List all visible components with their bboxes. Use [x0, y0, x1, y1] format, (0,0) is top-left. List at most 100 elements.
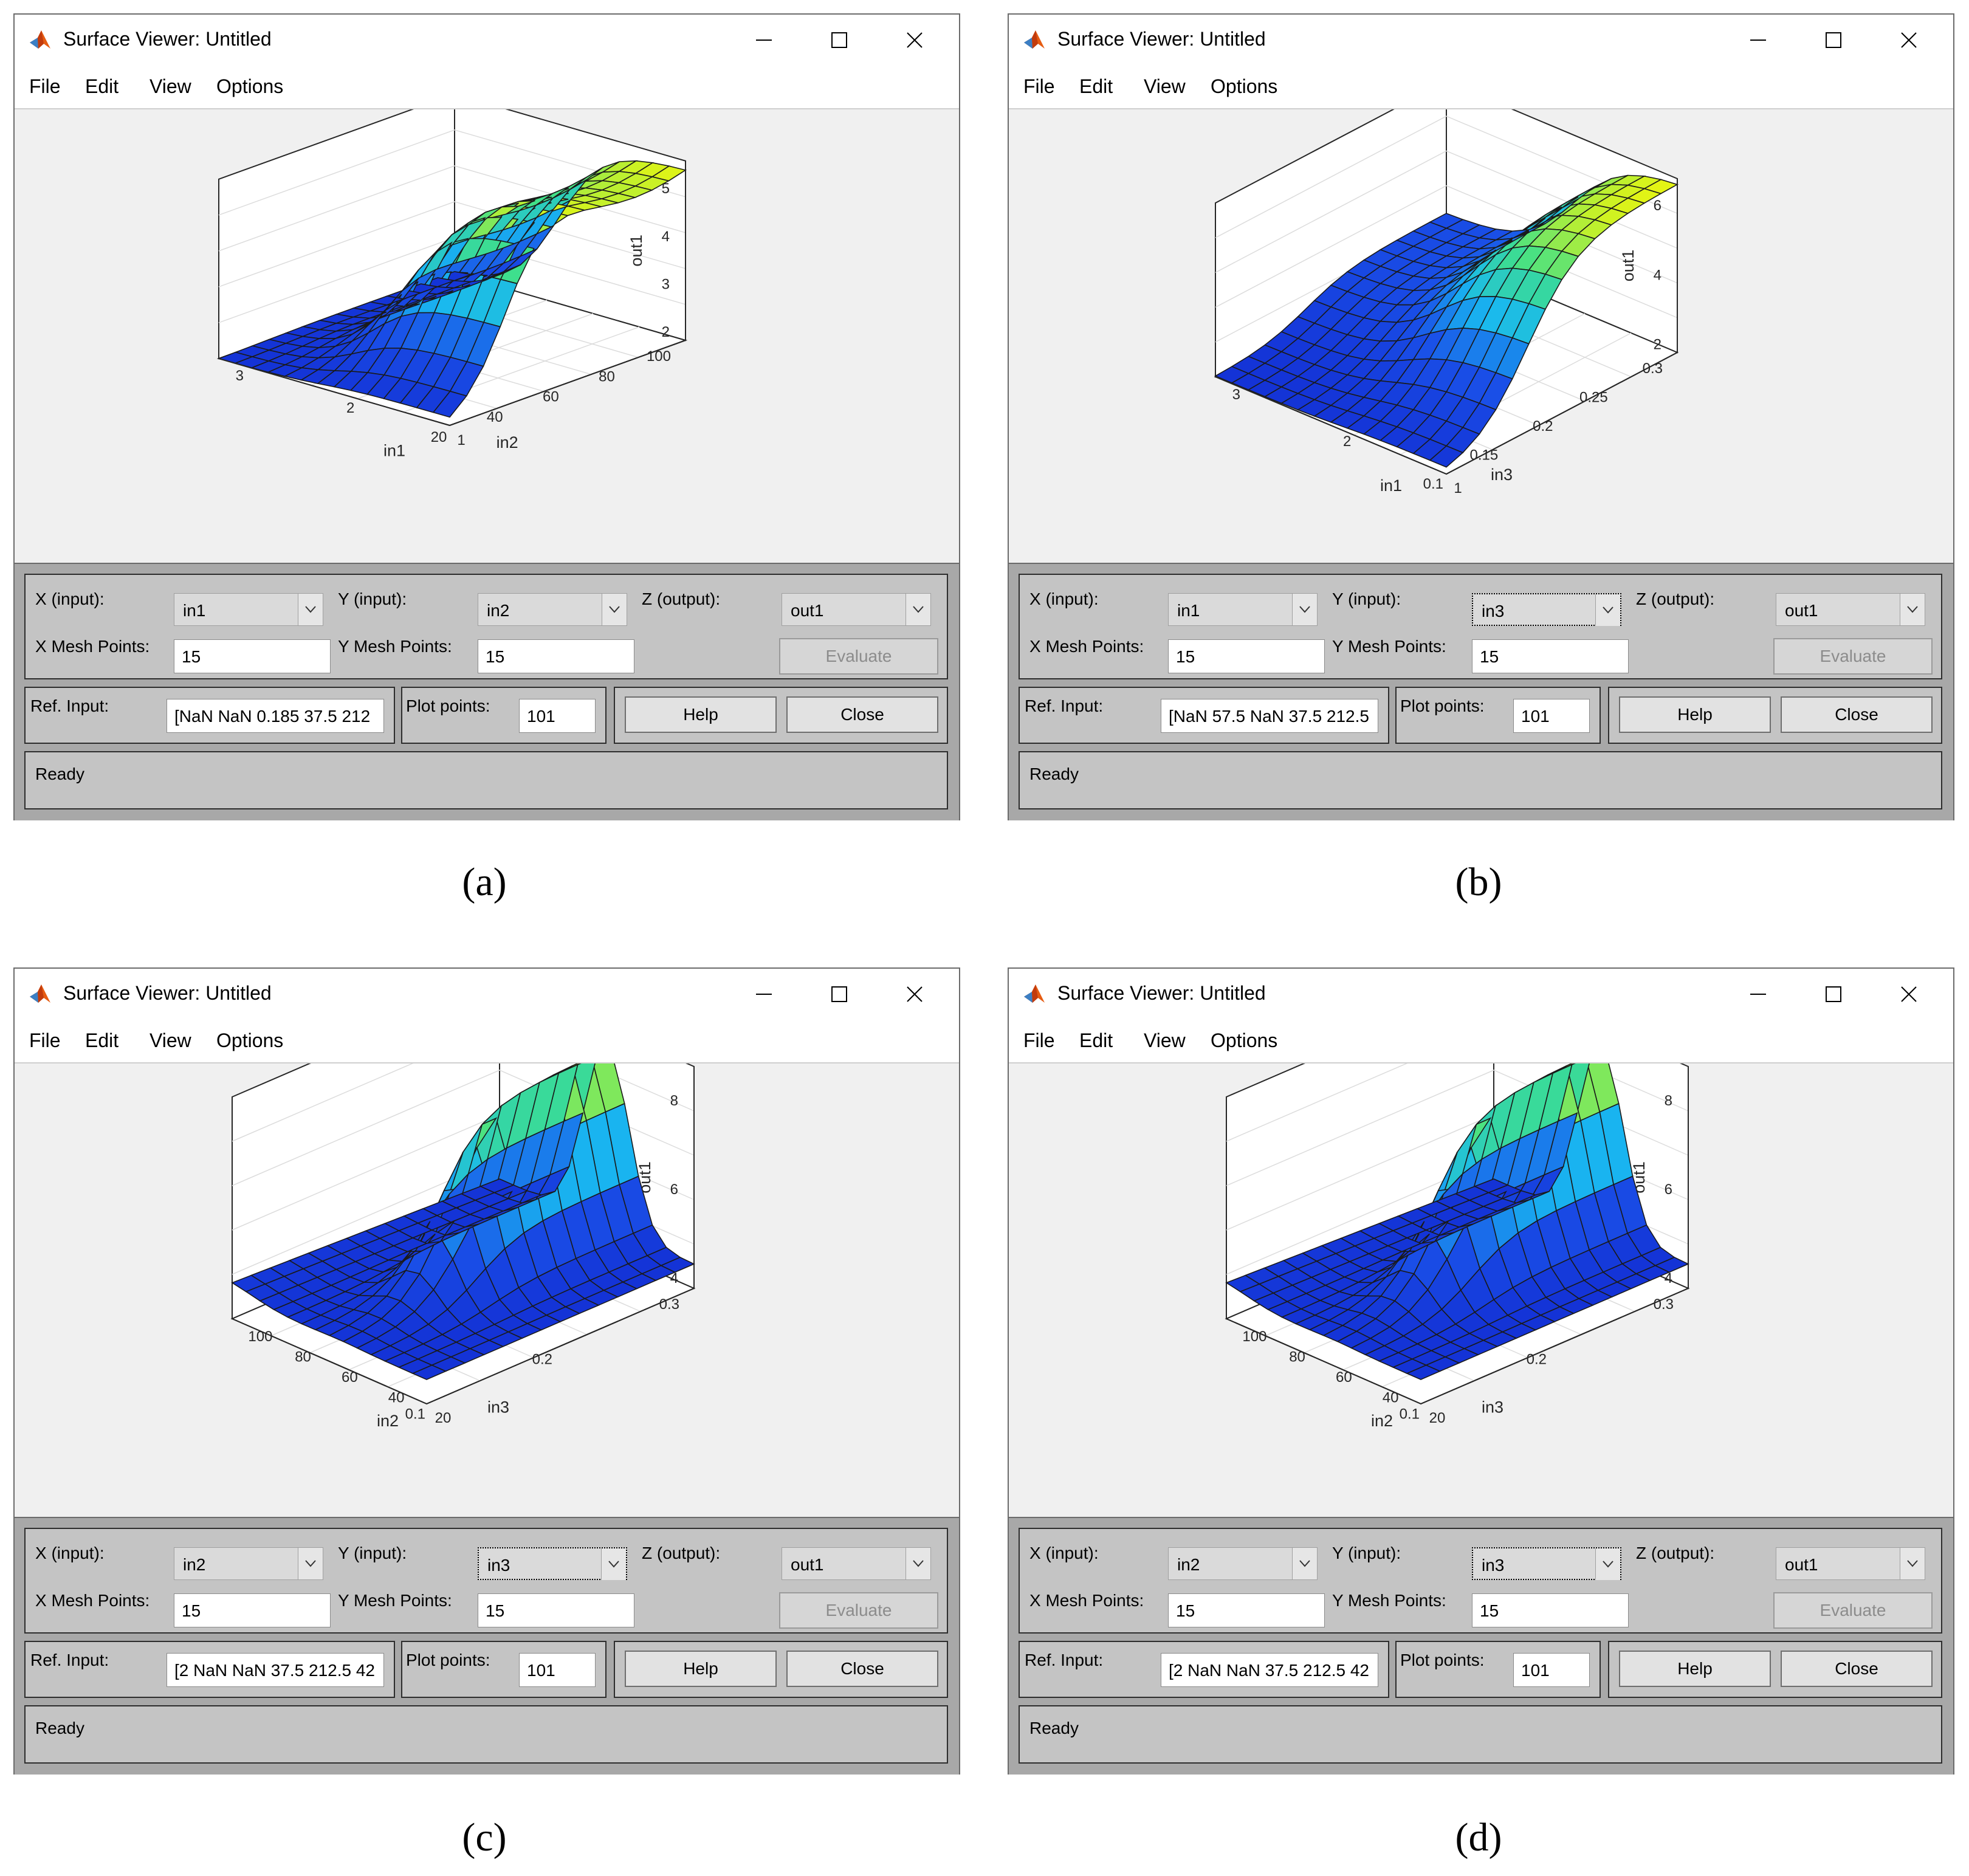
evaluate-button[interactable]: Evaluate	[779, 1592, 938, 1629]
y-mesh-points-label: Y Mesh Points:	[1332, 1591, 1446, 1610]
chevron-down-icon	[1900, 1548, 1925, 1579]
status-text: Ready	[1029, 1719, 1079, 1737]
x-input-dropdown[interactable]: in2	[1168, 1547, 1318, 1580]
help-button[interactable]: Help	[625, 1651, 777, 1687]
plot-points-field[interactable]: 101	[519, 1653, 596, 1687]
y-mesh-points-field[interactable]: 15	[1472, 1593, 1629, 1627]
minimize-button[interactable]	[746, 977, 782, 1011]
surface-plot[interactable]: 2 3 4 5 100 80 60 40 20 1 2 3 out1 in2 in1	[15, 109, 959, 563]
evaluate-button[interactable]: Evaluate	[1773, 638, 1933, 675]
title-bar[interactable]: Surface Viewer: Untitled	[15, 969, 959, 1020]
y-input-dropdown[interactable]: in3	[478, 1547, 627, 1580]
title-bar[interactable]: Surface Viewer: Untitled	[1009, 15, 1953, 66]
y-tick-label: 0.3	[659, 1296, 679, 1313]
surface-plot-area[interactable]: 4 6 8 0.3 0.2 0.1 20 40 60 80 100 out1 in3 in2	[15, 1063, 959, 1517]
help-button[interactable]: Help	[1619, 1651, 1771, 1687]
z-output-dropdown[interactable]: out1	[782, 593, 931, 626]
ref-input-field[interactable]: [NaN NaN 0.185 37.5 212	[167, 699, 384, 733]
x-mesh-points-field[interactable]: 15	[1168, 639, 1325, 673]
menu-file[interactable]: File	[29, 1029, 61, 1051]
menu-edit[interactable]: Edit	[85, 1029, 119, 1051]
help-button[interactable]: Help	[625, 696, 777, 733]
y-axis-label: in3	[1491, 466, 1513, 484]
surface-plot[interactable]: 2 4 6 0.3 0.25 0.2 0.15 0.1 1 2 3 out1 in3 in1	[1009, 109, 1953, 563]
minimize-button[interactable]	[746, 23, 782, 57]
help-button[interactable]: Help	[1619, 696, 1771, 733]
y-input-value: in3	[1482, 1556, 1505, 1575]
ref-input-field[interactable]: [NaN 57.5 NaN 37.5 212.5	[1161, 699, 1378, 733]
x-input-dropdown[interactable]: in2	[174, 1547, 323, 1580]
title-bar[interactable]: Surface Viewer: Untitled	[1009, 969, 1953, 1020]
close-button[interactable]: Close	[1781, 696, 1933, 733]
close-window-button[interactable]	[1891, 23, 1926, 57]
evaluate-button[interactable]: Evaluate	[1773, 1592, 1933, 1629]
menu-options[interactable]: Options	[1211, 75, 1278, 97]
minimize-button[interactable]	[1740, 977, 1776, 1011]
matlab-logo-icon	[1022, 982, 1046, 1006]
y-mesh-points-field[interactable]: 15	[478, 639, 634, 673]
maximize-button[interactable]	[822, 23, 857, 57]
z-output-dropdown[interactable]: out1	[1776, 1547, 1925, 1580]
x-input-dropdown[interactable]: in1	[1168, 593, 1318, 626]
z-gridline	[1215, 185, 1678, 308]
x-mesh-points-value: 15	[182, 1601, 201, 1620]
x-mesh-points-field[interactable]: 15	[174, 1593, 331, 1627]
menu-options[interactable]: Options	[216, 1029, 284, 1051]
ref-input-label: Ref. Input:	[1025, 696, 1104, 715]
z-output-label: Z (output):	[1636, 1544, 1715, 1562]
y-mesh-points-field[interactable]: 15	[1472, 639, 1629, 673]
close-button[interactable]: Close	[786, 1651, 938, 1687]
surface-plot-area[interactable]: 2 4 6 0.3 0.25 0.2 0.15 0.1 1 2 3 out1 in3 in1	[1009, 109, 1953, 563]
close-button[interactable]: Close	[786, 696, 938, 733]
x-mesh-points-field[interactable]: 15	[1168, 1593, 1325, 1627]
x-input-dropdown[interactable]: in1	[174, 593, 323, 626]
surface-mesh	[217, 160, 687, 418]
menu-bar: File Edit View Options	[15, 1020, 959, 1063]
z-output-label: Z (output):	[642, 589, 721, 608]
y-input-dropdown[interactable]: in3	[1472, 1547, 1621, 1580]
z-tick-label: 4	[670, 1270, 678, 1287]
evaluate-button[interactable]: Evaluate	[779, 638, 938, 675]
z-output-dropdown[interactable]: out1	[782, 1547, 931, 1580]
x-axis-line	[218, 358, 450, 426]
plot-points-field[interactable]: 101	[519, 699, 596, 733]
close-window-button[interactable]	[1891, 977, 1926, 1011]
plot-points-label: Plot points:	[1400, 1651, 1485, 1669]
menu-edit[interactable]: Edit	[1079, 75, 1113, 97]
close-button[interactable]: Close	[1781, 1651, 1933, 1687]
x-mesh-points-field[interactable]: 15	[174, 639, 331, 673]
menu-edit[interactable]: Edit	[1079, 1029, 1113, 1051]
maximize-button[interactable]	[1816, 23, 1851, 57]
z-output-label: Z (output):	[1636, 589, 1715, 608]
plot-points-field[interactable]: 101	[1513, 699, 1590, 733]
ref-input-field[interactable]: [2 NaN NaN 37.5 212.5 42	[167, 1653, 384, 1687]
menu-options[interactable]: Options	[1211, 1029, 1278, 1051]
y-input-dropdown[interactable]: in2	[478, 593, 627, 626]
surface-plot[interactable]: 4 6 8 0.3 0.2 0.1 20 40 60 80 100 out1 in3 in2	[15, 1063, 959, 1517]
minimize-button[interactable]	[1740, 23, 1776, 57]
menu-view[interactable]: View	[1144, 75, 1186, 97]
y-input-dropdown[interactable]: in3	[1472, 593, 1621, 626]
maximize-button[interactable]	[1816, 977, 1851, 1011]
surface-plot-area[interactable]: 4 6 8 0.3 0.2 0.1 20 40 60 80 100 out1 in3 in2	[1009, 1063, 1953, 1517]
menu-view[interactable]: View	[149, 1029, 191, 1051]
menu-options[interactable]: Options	[216, 75, 284, 97]
y-mesh-points-field[interactable]: 15	[478, 1593, 634, 1627]
plot-points-field[interactable]: 101	[1513, 1653, 1590, 1687]
z-output-value: out1	[1785, 1555, 1818, 1574]
ref-input-field[interactable]: [2 NaN NaN 37.5 212.5 42	[1161, 1653, 1378, 1687]
close-window-button[interactable]	[897, 977, 932, 1011]
menu-edit[interactable]: Edit	[85, 75, 119, 97]
z-output-dropdown[interactable]: out1	[1776, 593, 1925, 626]
surface-plot[interactable]: 4 6 8 0.3 0.2 0.1 20 40 60 80 100 out1 in3 in2	[1009, 1063, 1953, 1517]
surface-plot-area[interactable]: 2 3 4 5 100 80 60 40 20 1 2 3 out1 in2 in1	[15, 109, 959, 563]
menu-file[interactable]: File	[1023, 1029, 1055, 1051]
title-bar[interactable]: Surface Viewer: Untitled	[15, 15, 959, 66]
menu-file[interactable]: File	[29, 75, 61, 97]
maximize-button[interactable]	[822, 977, 857, 1011]
menu-view[interactable]: View	[1144, 1029, 1186, 1051]
menu-view[interactable]: View	[149, 75, 191, 97]
x-tick-label: 2	[346, 400, 354, 416]
close-window-button[interactable]	[897, 23, 932, 57]
menu-file[interactable]: File	[1023, 75, 1055, 97]
